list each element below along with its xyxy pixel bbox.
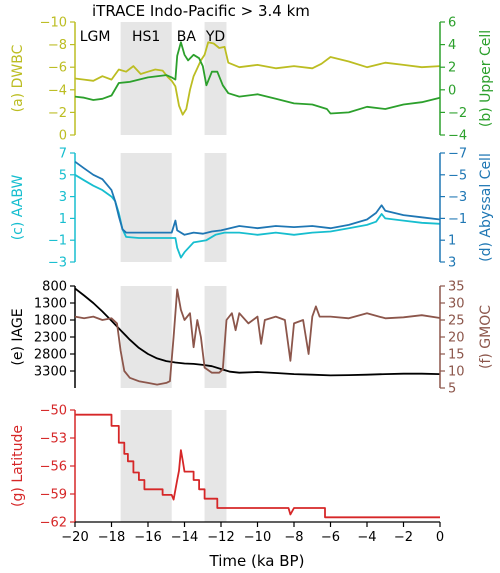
xtick-label-1: −18 xyxy=(98,530,125,545)
period-label-yd: YD xyxy=(205,29,225,45)
period-label-ba: BA xyxy=(177,29,197,45)
shade-hs1 xyxy=(120,410,172,522)
ytick-label-left-3-3: −53 xyxy=(40,432,67,447)
ytick-label-left-1-0: −3 xyxy=(48,256,67,271)
ytick-label-left-2-2: 1800 xyxy=(34,314,67,329)
xtick-label-10: 0 xyxy=(436,530,444,545)
ytick-label-left-1-4: 5 xyxy=(59,168,67,183)
axis-label-right-0: (b) Upper Cell xyxy=(478,30,494,127)
shade-yd xyxy=(204,153,227,262)
ytick-label-right-0-0: −4 xyxy=(448,129,467,144)
series-line-0-right xyxy=(74,41,441,115)
ytick-label-right-1-0: 3 xyxy=(448,256,456,271)
ytick-label-left-0-0: 0 xyxy=(59,129,67,144)
axis-label-right-1: (d) Abyssal Cell xyxy=(478,153,494,262)
period-label-lgm: LGM xyxy=(80,29,111,45)
ytick-label-right-1-2: −1 xyxy=(448,212,467,227)
ytick-label-right-2-4: 25 xyxy=(448,314,465,329)
ytick-label-left-3-4: −50 xyxy=(40,404,67,419)
ytick-label-right-2-6: 35 xyxy=(448,280,465,295)
shade-yd xyxy=(204,286,227,388)
xtick-label-8: −4 xyxy=(357,530,376,545)
ytick-label-left-2-1: 1300 xyxy=(34,297,67,312)
series-line-0-left xyxy=(74,41,441,116)
ytick-label-left-0-1: −2 xyxy=(48,106,67,121)
ytick-label-left-0-4: −8 xyxy=(48,38,67,53)
shade-hs1 xyxy=(120,153,172,262)
xtick-label-7: −6 xyxy=(321,530,340,545)
ytick-label-left-1-1: −1 xyxy=(48,234,67,249)
x-axis-label: Time (ka BP) xyxy=(209,552,305,570)
ytick-label-left-0-2: −4 xyxy=(48,83,67,98)
panel-3: −62 −59 −56 −53 −50 (g) Latitude xyxy=(10,404,440,531)
axis-label-right-2: (f) GMOC xyxy=(478,305,494,369)
ytick-label-left-0-3: −6 xyxy=(48,61,67,76)
axis-label-left-3: (g) Latitude xyxy=(10,425,26,507)
ytick-label-right-2-1: 10 xyxy=(448,365,465,380)
panel-1: −3 −1 1 3 5 7 (c) AABW 3 1 −1 −3 −5 −7 (d) Abyssal Ce… xyxy=(10,147,494,271)
xtick-label-5: −10 xyxy=(244,530,271,545)
ytick-label-left-3-1: −59 xyxy=(40,488,67,503)
xtick-label-9: −2 xyxy=(394,530,413,545)
period-label-hs1: HS1 xyxy=(132,29,160,45)
panel-0: 0 −2 −4 −6 −8 −10 (a) DWBC −4 −2 0 2 4 6 (b) Upper Ce… xyxy=(10,16,494,144)
xtick-label-2: −16 xyxy=(134,530,161,545)
ytick-label-right-2-0: 5 xyxy=(448,382,456,397)
xtick-label-6: −8 xyxy=(284,530,303,545)
xtick-label-4: −12 xyxy=(207,530,234,545)
axis-label-left-2: (e) IAGE xyxy=(10,308,26,365)
ytick-label-right-2-2: 15 xyxy=(448,348,465,363)
series-line-1-right xyxy=(74,160,441,236)
ytick-label-right-1-4: −5 xyxy=(448,168,467,183)
ytick-label-left-3-0: −62 xyxy=(40,516,67,531)
ytick-label-left-2-5: 3300 xyxy=(34,365,67,380)
ytick-label-right-0-1: −2 xyxy=(448,106,467,121)
ytick-label-right-2-5: 30 xyxy=(448,297,465,312)
ytick-label-right-0-3: 2 xyxy=(448,61,456,76)
series-line-3-left xyxy=(75,413,440,519)
ytick-label-right-0-2: 0 xyxy=(448,83,456,98)
x-axis: −20 −18 −16 −14 −12 −10 −8 −6 −4 −2 0 xyxy=(61,521,444,545)
ytick-label-left-1-5: 7 xyxy=(59,147,67,162)
ytick-label-right-1-3: −3 xyxy=(448,190,467,205)
ytick-label-right-0-5: 6 xyxy=(448,16,456,31)
shade-hs1 xyxy=(120,286,172,388)
chart-title: iTRACE Indo-Pacific > 3.4 km xyxy=(92,2,310,20)
panels: 0 −2 −4 −6 −8 −10 (a) DWBC −4 −2 0 2 4 6 (b) Upper Ce… xyxy=(10,16,494,531)
series-line-2-left xyxy=(74,287,441,377)
xtick-label-0: −20 xyxy=(61,530,88,545)
ytick-label-left-1-2: 1 xyxy=(59,212,67,227)
shade-yd xyxy=(204,410,227,522)
ytick-label-left-1-3: 3 xyxy=(59,190,67,205)
ytick-label-left-2-0: 800 xyxy=(42,280,67,295)
ytick-label-left-2-3: 2300 xyxy=(34,331,67,346)
ytick-label-right-2-3: 20 xyxy=(448,331,465,346)
panel-2: 800 1300 1800 2300 2800 3300 (e) IAGE 5 10 15 20 25… xyxy=(10,280,494,397)
ytick-label-right-1-5: −7 xyxy=(448,147,467,162)
shade-yd xyxy=(204,22,227,135)
axis-label-left-1: (c) AABW xyxy=(10,175,26,241)
period-labels: LGM HS1 BA YD xyxy=(80,29,225,45)
ytick-label-left-0-5: −10 xyxy=(40,16,67,31)
ytick-label-left-3-2: −56 xyxy=(40,460,67,475)
ytick-label-right-0-4: 4 xyxy=(448,38,456,53)
xtick-label-3: −14 xyxy=(171,530,198,545)
series-line-2-right xyxy=(74,288,441,386)
axis-label-left-0: (a) DWBC xyxy=(10,44,26,112)
ytick-label-left-2-4: 2800 xyxy=(34,348,67,363)
ytick-label-right-1-1: 1 xyxy=(448,234,456,249)
